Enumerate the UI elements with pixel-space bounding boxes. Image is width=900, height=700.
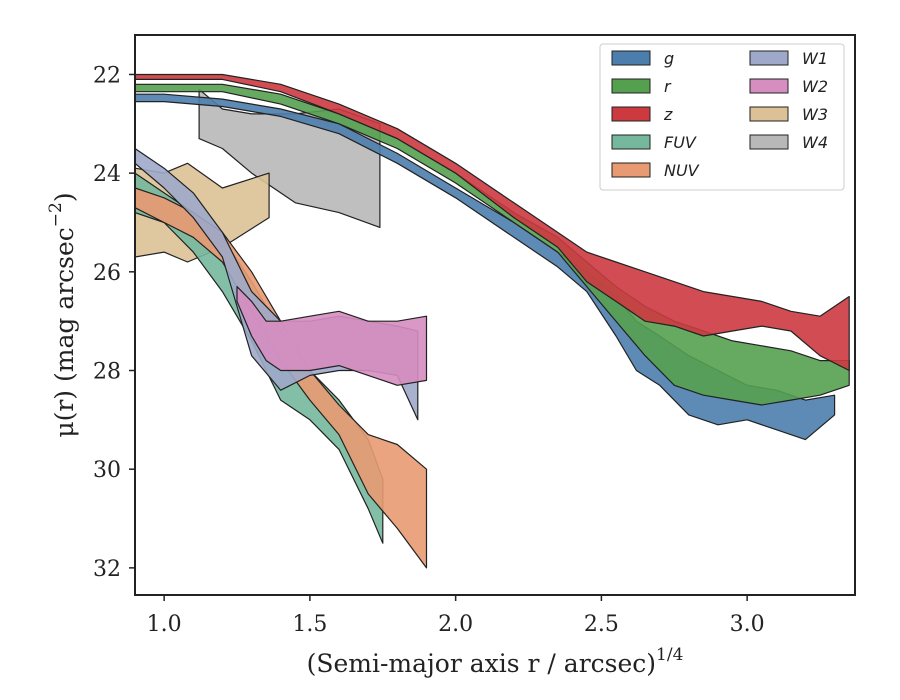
legend-label-w4: W4 bbox=[802, 133, 828, 152]
plot-frame bbox=[134, 34, 856, 596]
legend-swatch-r bbox=[611, 78, 651, 94]
x-axis-label-exponent: 1/4 bbox=[656, 645, 683, 665]
legend-swatch-nuv bbox=[611, 162, 651, 178]
x-tick-label: 3.0 bbox=[730, 612, 765, 637]
legend-swatch-fuv bbox=[611, 134, 651, 150]
y-tick-label: 30 bbox=[93, 458, 121, 483]
legend-swatch-w4 bbox=[749, 134, 789, 150]
x-tick-label: 2.5 bbox=[584, 612, 619, 637]
x-axis: 1.0 1.5 2.0 2.5 3.0 bbox=[147, 595, 765, 637]
x-tick-label: 2.0 bbox=[438, 612, 473, 637]
y-axis-label-exponent: −2 bbox=[46, 202, 66, 227]
legend-label-fuv: FUV bbox=[664, 133, 697, 152]
band-w2 bbox=[236, 286, 428, 386]
legend-swatch-w1 bbox=[749, 50, 789, 66]
legend-label-nuv: NUV bbox=[664, 161, 700, 180]
legend-swatch-w2 bbox=[749, 78, 789, 94]
y-tick-label: 26 bbox=[93, 261, 121, 286]
y-axis-label: μ(r) (mag arcsec−2) bbox=[46, 192, 79, 437]
band-nuv bbox=[135, 187, 428, 569]
legend-label-w3: W3 bbox=[802, 105, 828, 124]
legend-swatch-g bbox=[611, 50, 651, 66]
band-z bbox=[135, 73, 850, 372]
y-tick-label: 32 bbox=[93, 557, 121, 582]
legend-swatch-w3 bbox=[749, 106, 789, 122]
x-tick-label: 1.0 bbox=[147, 612, 182, 637]
y-axis: 22 24 26 28 30 32 bbox=[93, 63, 135, 582]
legend-label-z: z bbox=[663, 105, 673, 124]
legend-label-w2: W2 bbox=[802, 77, 828, 96]
y-tick-label: 22 bbox=[93, 63, 121, 88]
profile-bands bbox=[135, 73, 850, 569]
y-tick-label: 28 bbox=[93, 360, 121, 385]
x-axis-label: (Semi-major axis r / arcsec)1/4 bbox=[307, 645, 684, 678]
legend-label-g: g bbox=[664, 49, 674, 68]
legend-label-w1: W1 bbox=[802, 49, 828, 68]
y-tick-label: 24 bbox=[93, 162, 121, 187]
legend-label-r: r bbox=[664, 77, 672, 96]
x-tick-label: 1.5 bbox=[292, 612, 327, 637]
legend-swatch-z bbox=[611, 106, 651, 122]
legend: grz FUV NUV W1 W2 W3 W4 bbox=[599, 43, 845, 191]
